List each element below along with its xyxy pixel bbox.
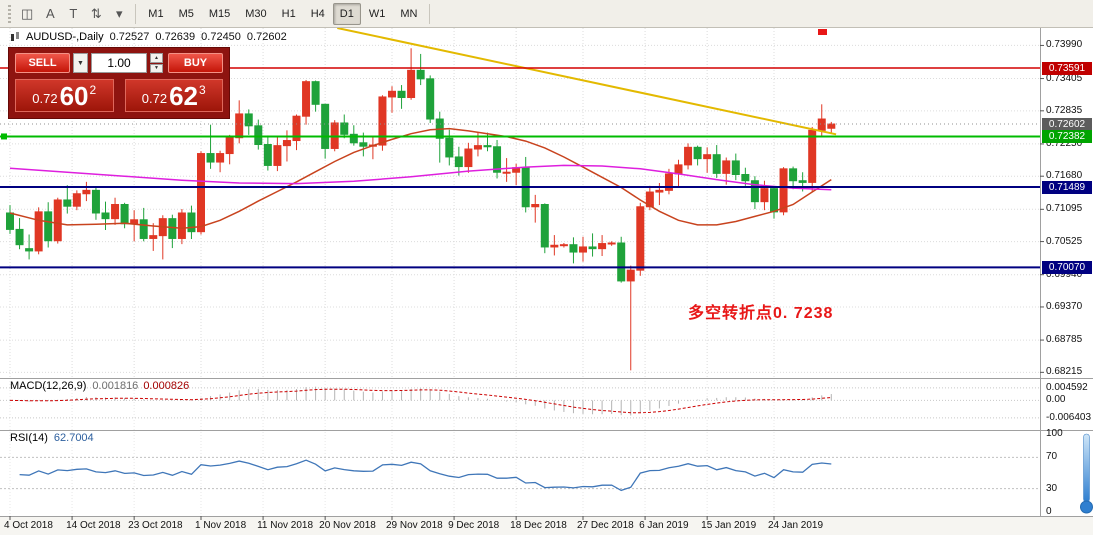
ohlc-close: 0.72602 bbox=[246, 31, 287, 43]
timeframe-m5[interactable]: M5 bbox=[178, 7, 194, 20]
macd-name: MACD(12,26,9) bbox=[10, 380, 87, 392]
lot-increase-icon[interactable]: ▲ bbox=[150, 53, 163, 63]
sell-button[interactable]: SELL bbox=[15, 53, 70, 73]
chart-annotation[interactable]: 多空转折点0. 7238 bbox=[688, 305, 834, 322]
date-axis-label: 15 Jan 2019 bbox=[701, 520, 757, 531]
bid-price-main: 60 bbox=[59, 81, 89, 111]
lot-size-input[interactable] bbox=[91, 53, 147, 73]
timeframe-m30[interactable]: M30 bbox=[245, 7, 267, 20]
timeframe-h4[interactable]: H4 bbox=[310, 7, 325, 20]
ma-fast-line bbox=[9, 127, 832, 230]
date-axis-label: 27 Dec 2018 bbox=[577, 520, 634, 531]
date-axis-label: 18 Dec 2018 bbox=[510, 520, 567, 531]
price-axis-label: 0.71095 bbox=[1046, 203, 1083, 215]
price-axis-label: 0.68785 bbox=[1046, 334, 1083, 346]
timeframe-w1[interactable]: W1 bbox=[368, 7, 386, 20]
ohlc-low: 0.72450 bbox=[201, 31, 241, 43]
dropdown-caret-icon[interactable]: ▾ bbox=[116, 5, 123, 21]
chart-window: AUDUSD-,Daily 0.72527 0.72639 0.72450 0.… bbox=[0, 28, 1093, 535]
toolbar: ◫ A T ⇅ ▾ M1 M5 M15 M30 H1 H4 D1 W1 MN bbox=[0, 0, 1093, 28]
macd-main-value: 0.001816 bbox=[92, 380, 139, 392]
price-axis-label: 0.71680 bbox=[1046, 170, 1083, 182]
rsi-axis-label: 0 bbox=[1046, 506, 1052, 517]
timeframe-m15[interactable]: M15 bbox=[208, 7, 231, 20]
buy-button[interactable]: BUY bbox=[168, 53, 223, 73]
breakout-line-tag: 0.72382 bbox=[1042, 129, 1092, 143]
toolbar-separator bbox=[429, 3, 431, 24]
support-line-1-tag: 0.71489 bbox=[1042, 180, 1092, 194]
price-axis-label: 0.73405 bbox=[1046, 72, 1083, 84]
new-chart-icon[interactable]: ◫ bbox=[21, 5, 34, 21]
ask-price-display[interactable]: 0.72 62 3 bbox=[124, 79, 223, 112]
date-axis-label: 9 Dec 2018 bbox=[448, 520, 500, 531]
rsi-axis-label: 30 bbox=[1046, 482, 1058, 494]
date-axis-label: 29 Nov 2018 bbox=[386, 520, 443, 531]
date-axis-label: 24 Jan 2019 bbox=[768, 520, 824, 531]
toolbar-icons: ◫ A T ⇅ ▾ bbox=[16, 3, 130, 25]
ask-price-prefix: 0.72 bbox=[141, 91, 168, 106]
price-axis-label: 0.73990 bbox=[1046, 39, 1083, 51]
price-axis-label: 0.69370 bbox=[1046, 300, 1083, 312]
date-axis-label: 23 Oct 2018 bbox=[128, 520, 183, 531]
date-axis-label: 11 Nov 2018 bbox=[257, 520, 314, 531]
rsi-value: 62.7004 bbox=[53, 432, 94, 444]
ask-price-main: 62 bbox=[169, 81, 199, 111]
macd-layer bbox=[0, 386, 1040, 419]
timeframe-m1[interactable]: M1 bbox=[148, 7, 164, 20]
template-icon[interactable]: T bbox=[69, 6, 78, 21]
ask-price-pipette: 3 bbox=[199, 83, 206, 97]
toolbar-grip bbox=[8, 4, 11, 23]
resistance-line-tag: 0.73591 bbox=[1042, 61, 1092, 75]
bid-price-prefix: 0.72 bbox=[32, 91, 58, 106]
bid-price-line-tag: 0.72602 bbox=[1042, 117, 1092, 131]
price-axis-label: 0.72250 bbox=[1046, 137, 1083, 149]
ohlc-high: 0.72639 bbox=[155, 31, 196, 43]
toolbar-separator bbox=[135, 3, 137, 24]
lot-spinner: ▲ ▼ bbox=[150, 53, 163, 73]
bid-price-pipette: 2 bbox=[89, 83, 97, 97]
trendline bbox=[337, 28, 837, 136]
indicators-icon[interactable]: ⇅ bbox=[90, 5, 102, 21]
price-axis-label: 0.69940 bbox=[1046, 268, 1083, 280]
price-axis-label: 0.68215 bbox=[1046, 366, 1083, 378]
rsi-layer bbox=[0, 456, 1040, 492]
timeframe-h1[interactable]: H1 bbox=[281, 7, 296, 20]
text-label-icon[interactable]: A bbox=[45, 6, 55, 21]
lot-decrease-icon[interactable]: ▼ bbox=[150, 63, 163, 73]
rsi-axis-label: 70 bbox=[1046, 451, 1058, 463]
macd-signal-value: 0.000826 bbox=[143, 380, 190, 392]
date-axis-label: 6 Jan 2019 bbox=[639, 520, 689, 531]
date-axis-label: 14 Oct 2018 bbox=[66, 520, 121, 531]
macd-axis-label: 0.00 bbox=[1046, 394, 1066, 406]
alert-marker-icon bbox=[818, 29, 827, 35]
timeframe-buttons: M1 M5 M15 M30 H1 H4 D1 W1 MN bbox=[141, 2, 424, 25]
rsi-axis-label: 100 bbox=[1046, 428, 1063, 439]
macd-axis-label: -0.006403 bbox=[1046, 411, 1092, 423]
bid-price-display[interactable]: 0.72 60 2 bbox=[15, 79, 114, 112]
timeframe-mn[interactable]: MN bbox=[400, 7, 418, 20]
sell-options-caret-icon[interactable]: ▼ bbox=[73, 53, 88, 73]
thermometer-icon bbox=[1080, 433, 1093, 515]
rsi-label: RSI(14) 62.7004 bbox=[10, 432, 94, 444]
date-axis-label: 20 Nov 2018 bbox=[319, 520, 376, 531]
one-click-trading-panel: SELL ▼ ▲ ▼ BUY 0.72 60 2 0.72 62 3 bbox=[8, 47, 230, 119]
price-axis-label: 0.72835 bbox=[1046, 104, 1083, 116]
ohlc-open: 0.72527 bbox=[109, 31, 150, 43]
price-axis-label: 0.70525 bbox=[1046, 235, 1083, 247]
macd-axis-label: 0.004592 bbox=[1046, 381, 1088, 393]
date-axis-label: 1 Nov 2018 bbox=[195, 520, 247, 531]
ma-slow-line bbox=[9, 164, 832, 191]
candlestick-icon bbox=[11, 32, 19, 41]
date-axis-label: 4 Oct 2018 bbox=[4, 520, 53, 531]
timeframe-d1[interactable]: D1 bbox=[332, 2, 361, 25]
macd-label: MACD(12,26,9) 0.001816 0.000826 bbox=[10, 380, 189, 392]
separators-layer bbox=[0, 28, 1093, 520]
chart-title: AUDUSD-,Daily bbox=[26, 31, 104, 43]
chart-header: AUDUSD-,Daily 0.72527 0.72639 0.72450 0.… bbox=[10, 31, 287, 43]
rsi-name: RSI(14) bbox=[10, 432, 48, 444]
support-line-2-tag: 0.70070 bbox=[1042, 260, 1092, 274]
